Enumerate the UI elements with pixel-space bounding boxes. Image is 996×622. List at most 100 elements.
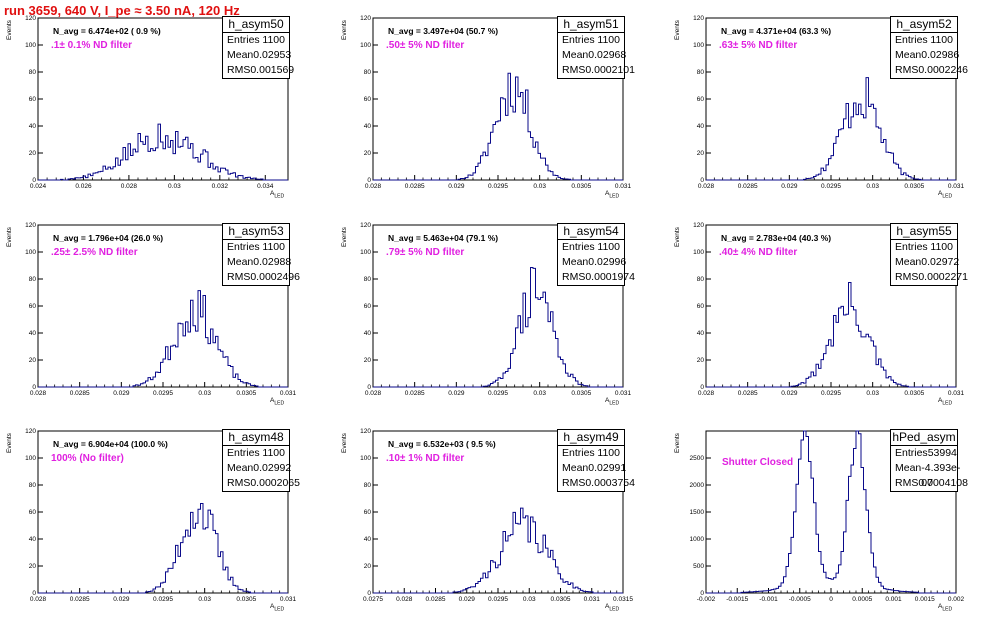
y-tick-label: 80 <box>364 482 372 489</box>
histogram-name: h_asym49 <box>558 430 624 446</box>
x-tick-label: 0.0275 <box>363 596 383 603</box>
y-tick-label: 40 <box>364 330 372 337</box>
y-tick-label: 20 <box>364 150 372 157</box>
stat-row-rms: RMS 0.0002496 <box>223 270 300 285</box>
stat-row-entries: Entries 1100 <box>223 240 289 255</box>
y-tick-label: 100 <box>25 42 36 49</box>
stat-value: 0.02992 <box>253 462 292 474</box>
histogram-panel: 0.028 0.0285 0.029 0.0295 0.03 0.0305 0.031 0 20… <box>668 207 996 413</box>
y-tick-label: 20 <box>29 563 37 570</box>
stat-label: RMS <box>895 271 919 283</box>
histogram-plot: 0.024 0.026 0.028 0.03 0.032 0.034 0 20 40 60 80 10… <box>25 15 289 190</box>
x-tick-label: 0.028 <box>365 183 382 190</box>
y-tick-label: 120 <box>25 428 36 435</box>
filter-annotation: .50± 5% ND filter <box>386 40 465 51</box>
y-tick-label: 60 <box>364 96 372 103</box>
filter-annotation: .1± 0.1% ND filter <box>51 40 133 51</box>
x-tick-label: 0.0305 <box>236 390 256 397</box>
histogram-series <box>706 77 956 181</box>
stat-value: 0.02953 <box>253 49 292 61</box>
x-tick-label: -0.0005 <box>789 596 811 603</box>
stat-row-rms: RMS 0.0003754 <box>558 476 635 491</box>
stat-label: Mean <box>227 256 254 268</box>
y-tick-label: 60 <box>364 303 372 310</box>
x-tick-label: 0.0015 <box>915 596 935 603</box>
stat-label: Entries <box>227 241 260 253</box>
filter-annotation: .40± 4% ND filter <box>719 247 798 258</box>
y-axis-label: Events <box>674 227 681 247</box>
x-tick-label: 0.0285 <box>405 390 425 397</box>
stat-row-rms: RMS 0.0001974 <box>558 270 635 285</box>
x-tick-label: 0.0305 <box>571 183 591 190</box>
x-tick-label: 0.032 <box>212 183 229 190</box>
histogram-series <box>38 290 288 388</box>
x-tick-label: 0.028 <box>396 596 413 603</box>
stat-value: 1100 <box>597 241 620 253</box>
x-tick-label: 0.0295 <box>153 390 173 397</box>
navg-label: N_avg = 6.904e+04 (100.0 %) <box>53 439 168 449</box>
stat-label: Entries <box>895 447 928 459</box>
y-tick-label: 100 <box>693 42 704 49</box>
stat-value: 0.0001974 <box>585 271 635 283</box>
x-tick-label: 0.0305 <box>551 596 571 603</box>
stat-value: 1100 <box>930 34 953 46</box>
x-tick-label: -0.001 <box>759 596 778 603</box>
stat-row-mean: Mean 0.02972 <box>891 255 959 270</box>
x-tick-label: 0.0285 <box>70 390 90 397</box>
y-tick-label: 500 <box>693 563 704 570</box>
histogram-panel: 0.028 0.0285 0.029 0.0295 0.03 0.0305 0.031 0 20… <box>668 0 996 206</box>
x-tick-label: 0.0315 <box>613 596 633 603</box>
x-axis-label: ALED <box>605 397 620 407</box>
x-tick-label: 0.029 <box>113 596 130 603</box>
x-axis-label: ALED <box>938 397 953 407</box>
stat-row-entries: Entries 1100 <box>223 33 289 48</box>
y-axis-label: Events <box>6 227 13 247</box>
histogram-name: h_asym48 <box>223 430 289 446</box>
x-tick-label: 0.031 <box>615 390 632 397</box>
stat-row-entries: Entries 1100 <box>223 446 289 461</box>
y-tick-label: 120 <box>25 15 36 22</box>
stat-row-entries: Entries 1100 <box>558 446 624 461</box>
x-tick-label: 0.029 <box>448 183 465 190</box>
x-tick-label: 0.0295 <box>488 183 508 190</box>
stat-label: RMS <box>562 477 586 489</box>
histogram-name: h_asym54 <box>558 224 624 240</box>
stat-value: 0.0002101 <box>585 64 635 76</box>
stat-value: -4.393e-07 <box>921 462 961 489</box>
stat-label: RMS <box>227 477 251 489</box>
stat-value: 1100 <box>262 34 285 46</box>
y-tick-label: 120 <box>360 222 371 229</box>
stat-box: h_asym55 Entries 1100 Mean 0.02972 RMS 0.00022… <box>890 223 968 286</box>
x-tick-label: 0.034 <box>257 183 274 190</box>
histogram-panel: 0.0275 0.028 0.0285 0.029 0.0295 0.03 0.0305 0.… <box>335 413 665 619</box>
y-tick-label: 80 <box>697 69 705 76</box>
x-tick-label: 0.028 <box>121 183 138 190</box>
y-tick-label: 20 <box>364 357 372 364</box>
y-tick-label: 20 <box>697 150 705 157</box>
stat-row-mean: Mean -4.393e-07 <box>891 461 961 489</box>
stat-value: 0.0003754 <box>585 477 635 489</box>
histogram-name: hPed_asym <box>891 430 957 446</box>
histogram-plot: 0.028 0.0285 0.029 0.0295 0.03 0.0305 0.031 0 20… <box>693 222 964 397</box>
x-tick-label: 0.0285 <box>738 390 758 397</box>
stat-value: 0.001569 <box>250 64 295 76</box>
stat-value: 1100 <box>930 241 953 253</box>
stat-row-entries: Entries 53994 <box>891 446 957 461</box>
x-axis-label: ALED <box>938 190 953 200</box>
y-tick-label: 100 <box>360 42 371 49</box>
x-axis-label: ALED <box>605 190 620 200</box>
stat-label: RMS <box>562 64 586 76</box>
x-axis-label: ALED <box>270 190 285 200</box>
navg-label: N_avg = 4.371e+04 (63.3 %) <box>721 26 832 36</box>
stat-value: 0.02968 <box>588 49 627 61</box>
x-axis-label: ALED <box>938 603 953 613</box>
histogram-panel: 0.028 0.0285 0.029 0.0295 0.03 0.0305 0.031 0 20… <box>335 207 665 413</box>
stat-label: RMS <box>895 64 919 76</box>
navg-label: N_avg = 2.783e+04 (40.3 %) <box>721 233 832 243</box>
y-tick-label: 40 <box>697 330 705 337</box>
histogram-panel: 0.028 0.0285 0.029 0.0295 0.03 0.0305 0.031 0 20… <box>335 0 665 206</box>
stat-row-mean: Mean 0.02968 <box>558 48 627 63</box>
stat-value: 0.02988 <box>253 256 292 268</box>
histogram-name: h_asym52 <box>891 17 957 33</box>
x-tick-label: 0.03 <box>198 596 211 603</box>
